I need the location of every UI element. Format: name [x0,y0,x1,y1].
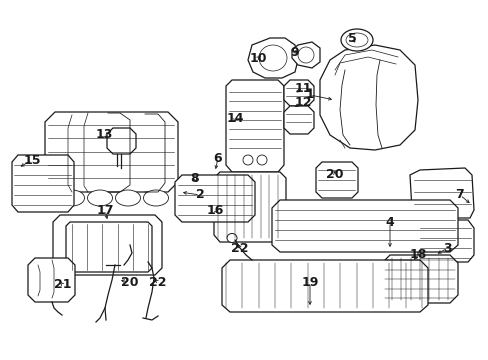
Text: 19: 19 [301,275,318,288]
Text: 11: 11 [294,81,311,94]
Polygon shape [53,215,162,275]
Text: 5: 5 [347,31,356,45]
Polygon shape [381,255,457,303]
Ellipse shape [143,190,168,206]
Ellipse shape [226,234,237,243]
Text: 6: 6 [213,152,222,165]
Polygon shape [315,162,357,198]
Ellipse shape [60,190,84,206]
Ellipse shape [340,29,372,51]
Polygon shape [214,172,285,242]
Text: 2: 2 [195,189,204,202]
Text: 12: 12 [294,96,311,109]
Text: 4: 4 [385,216,393,229]
Polygon shape [284,106,313,134]
Text: 14: 14 [226,112,243,125]
Ellipse shape [87,190,112,206]
Polygon shape [175,175,254,222]
Text: 16: 16 [206,203,223,216]
Polygon shape [12,155,74,212]
Text: 3: 3 [443,242,451,255]
Text: 7: 7 [455,189,464,202]
Text: 20: 20 [121,275,139,288]
Text: 13: 13 [95,129,112,141]
Text: 22: 22 [149,275,166,288]
Ellipse shape [346,33,367,47]
Ellipse shape [115,190,140,206]
Polygon shape [45,112,178,192]
Polygon shape [247,38,297,78]
Polygon shape [409,168,473,218]
Polygon shape [284,80,313,106]
Polygon shape [107,128,136,154]
Text: 9: 9 [290,45,299,58]
Text: 22: 22 [231,242,248,255]
Polygon shape [222,260,427,312]
Polygon shape [417,220,473,262]
Polygon shape [66,222,152,272]
Text: 18: 18 [408,248,426,261]
Text: 21: 21 [54,279,72,292]
Text: 15: 15 [23,153,41,166]
Polygon shape [291,42,319,68]
Polygon shape [319,45,417,150]
Text: 1: 1 [305,89,314,102]
Ellipse shape [259,45,286,71]
Ellipse shape [257,155,266,165]
Polygon shape [28,258,75,302]
Polygon shape [225,80,284,172]
Polygon shape [271,200,457,252]
Text: 17: 17 [96,203,114,216]
Text: 10: 10 [249,51,266,64]
Text: 8: 8 [190,171,199,184]
Ellipse shape [297,47,313,63]
Text: 20: 20 [325,168,343,181]
Ellipse shape [243,155,252,165]
